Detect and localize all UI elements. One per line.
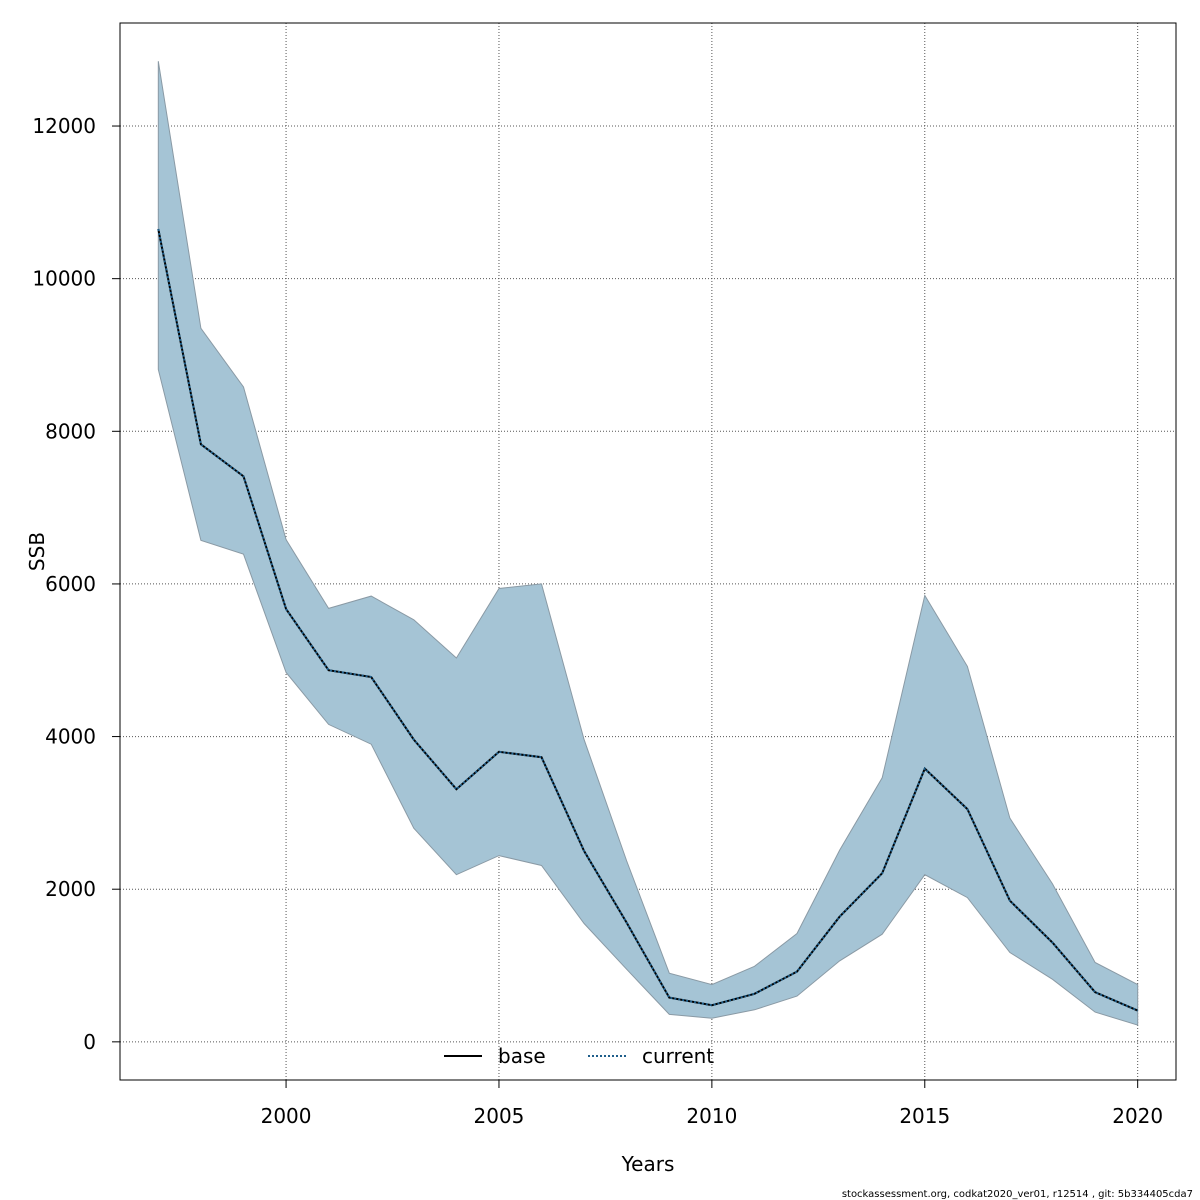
y-tick-label: 12000: [32, 114, 96, 138]
footer-note: stockassessment.org, codkat2020_ver01, r…: [842, 1189, 1193, 1200]
y-axis-title: SSB: [25, 532, 49, 571]
confidence-band: [157, 61, 1139, 1026]
tick-layer: 2000 2005 2010 2015 2020 0 2000 4000 6000 8000 100…: [32, 114, 1163, 1128]
y-tick-label: 8000: [45, 419, 96, 443]
x-axis-title: Years: [621, 1152, 675, 1176]
x-tick-label: 2005: [474, 1104, 525, 1128]
grid-layer: [120, 23, 1176, 1080]
confidence-band-layer: [157, 61, 1139, 1026]
legend: base current: [444, 1044, 714, 1068]
y-tick-label: 6000: [45, 572, 96, 596]
x-tick-label: 2020: [1112, 1104, 1163, 1128]
x-tick-label: 2015: [899, 1104, 950, 1128]
y-tick-label: 0: [83, 1030, 96, 1054]
series-line-current: [157, 228, 1139, 1012]
plot-frame: [119, 22, 1177, 1081]
x-tick-label: 2000: [261, 1104, 312, 1128]
legend-label-base: base: [498, 1044, 546, 1068]
y-tick-label: 10000: [32, 267, 96, 291]
x-tick-label: 2010: [686, 1104, 737, 1128]
series-layer: [157, 228, 1139, 1012]
legend-label-current: current: [642, 1044, 714, 1068]
y-tick-label: 2000: [45, 877, 96, 901]
y-tick-label: 4000: [45, 725, 96, 749]
